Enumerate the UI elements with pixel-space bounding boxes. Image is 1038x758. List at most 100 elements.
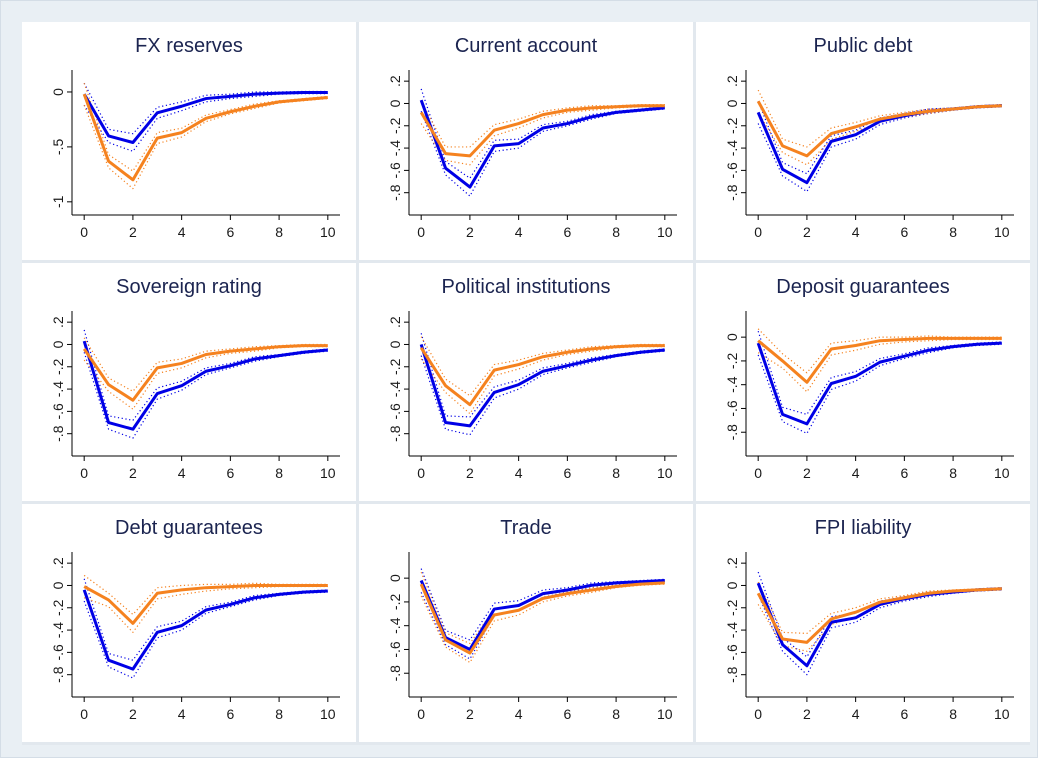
x-tick-label: 8 bbox=[949, 224, 957, 240]
y-tick-label: -.2 bbox=[50, 358, 66, 375]
confidence-band bbox=[420, 108, 665, 197]
x-tick-label: 6 bbox=[563, 465, 571, 481]
y-tick-label: -.4 bbox=[724, 622, 740, 639]
y-tick-label: 0 bbox=[387, 340, 403, 348]
x-tick-label: 8 bbox=[612, 224, 620, 240]
y-tick-label: -.8 bbox=[50, 425, 66, 442]
response-line bbox=[82, 340, 328, 431]
y-tick-label: -.4 bbox=[50, 622, 66, 639]
confidence-band bbox=[83, 346, 328, 410]
response-line bbox=[419, 104, 665, 158]
x-tick-label: 2 bbox=[803, 465, 811, 481]
panel: FX reserves 0 -.5 -1 0 2 4 6 8 10 bbox=[22, 22, 356, 260]
panel-title: FPI liability bbox=[815, 517, 912, 539]
y-tick-label: .2 bbox=[387, 75, 403, 87]
y-tick-label: 0 bbox=[387, 99, 403, 107]
x-tick-label: 4 bbox=[852, 465, 860, 481]
panel: Deposit guarantees 0 -.2 -.4 -.6 -.8 0 2 4 6 8 10 bbox=[696, 263, 1030, 501]
x-tick-label: 0 bbox=[754, 706, 762, 722]
response-line bbox=[419, 581, 665, 655]
y-tick-label: 0 bbox=[724, 333, 740, 341]
x-tick-label: 0 bbox=[80, 706, 88, 722]
y-tick-label: -.6 bbox=[387, 641, 403, 658]
panel: Public debt .2 0 -.2 -.4 -.6 -.8 0 2 4 6 8 10 bbox=[696, 22, 1030, 260]
y-tick-label: 0 bbox=[724, 99, 740, 107]
response-line bbox=[82, 344, 328, 402]
confidence-band bbox=[83, 97, 328, 190]
y-tick-label: .2 bbox=[387, 316, 403, 328]
y-tick-label: -.4 bbox=[387, 381, 403, 398]
panel-title: Public debt bbox=[814, 35, 913, 57]
x-tick-label: 4 bbox=[178, 224, 186, 240]
panel-title: Trade bbox=[500, 517, 552, 539]
x-tick-label: 4 bbox=[852, 224, 860, 240]
y-tick-label: -.8 bbox=[50, 666, 66, 683]
x-tick-label: 6 bbox=[563, 706, 571, 722]
x-tick-label: 0 bbox=[80, 465, 88, 481]
x-tick-label: 6 bbox=[226, 706, 234, 722]
confidence-band bbox=[420, 583, 665, 664]
x-tick-label: 2 bbox=[129, 706, 137, 722]
confidence-band bbox=[757, 331, 1002, 415]
y-tick-label: -.6 bbox=[724, 400, 740, 417]
y-tick-label: -.6 bbox=[50, 644, 66, 661]
x-tick-label: 2 bbox=[466, 706, 474, 722]
response-line bbox=[82, 91, 328, 144]
x-tick-label: 2 bbox=[466, 224, 474, 240]
x-tick-label: 6 bbox=[900, 465, 908, 481]
y-tick-label: 0 bbox=[50, 340, 66, 348]
y-tick-label: .2 bbox=[50, 557, 66, 569]
response-line bbox=[419, 344, 665, 407]
x-tick-label: 2 bbox=[803, 224, 811, 240]
response-line bbox=[756, 587, 1002, 644]
y-tick-label: -.8 bbox=[387, 665, 403, 682]
x-tick-label: 6 bbox=[900, 706, 908, 722]
x-tick-label: 8 bbox=[275, 224, 283, 240]
panel-background bbox=[359, 504, 693, 742]
response-line bbox=[419, 344, 665, 428]
x-tick-label: 2 bbox=[803, 706, 811, 722]
y-tick-label: 0 bbox=[50, 581, 66, 589]
response-line bbox=[83, 583, 328, 625]
y-tick-label: -.4 bbox=[50, 381, 66, 398]
x-tick-label: 10 bbox=[994, 465, 1010, 481]
x-tick-label: 4 bbox=[178, 465, 186, 481]
panel-title: Current account bbox=[455, 35, 598, 57]
y-tick-label: -.6 bbox=[724, 644, 740, 661]
confidence-band bbox=[420, 88, 665, 179]
confidence-band bbox=[757, 338, 1002, 393]
x-tick-label: 8 bbox=[949, 465, 957, 481]
x-tick-label: 4 bbox=[178, 706, 186, 722]
confidence-band bbox=[83, 591, 328, 679]
panel-background bbox=[359, 22, 693, 260]
x-tick-label: 2 bbox=[466, 465, 474, 481]
y-tick-label: -.2 bbox=[724, 353, 740, 370]
x-tick-label: 10 bbox=[657, 706, 673, 722]
y-tick-label: .2 bbox=[50, 316, 66, 328]
x-tick-label: 8 bbox=[612, 465, 620, 481]
response-line bbox=[757, 336, 1002, 384]
y-tick-label: -.4 bbox=[724, 140, 740, 157]
y-tick-label: .2 bbox=[724, 557, 740, 569]
x-tick-label: 0 bbox=[417, 706, 425, 722]
x-tick-label: 10 bbox=[994, 706, 1010, 722]
x-tick-label: 0 bbox=[417, 465, 425, 481]
x-tick-label: 10 bbox=[657, 465, 673, 481]
y-tick-label: -.8 bbox=[387, 425, 403, 442]
y-tick-label: -.2 bbox=[387, 117, 403, 134]
confidence-band bbox=[420, 333, 665, 418]
panel-background bbox=[696, 263, 1030, 501]
y-tick-label: -.8 bbox=[724, 184, 740, 201]
confidence-band bbox=[83, 93, 328, 152]
response-line bbox=[419, 579, 665, 651]
panel-title: Debt guarantees bbox=[115, 517, 263, 539]
y-tick-label: -.6 bbox=[724, 162, 740, 179]
panel-title: Political institutions bbox=[442, 276, 611, 298]
y-tick-label: -.8 bbox=[387, 184, 403, 201]
y-tick-label: -.2 bbox=[724, 599, 740, 616]
y-tick-label: -.4 bbox=[724, 376, 740, 393]
y-tick-label: .2 bbox=[724, 75, 740, 87]
confidence-band bbox=[420, 568, 665, 641]
confidence-band bbox=[420, 100, 665, 148]
y-tick-label: -.2 bbox=[387, 594, 403, 611]
